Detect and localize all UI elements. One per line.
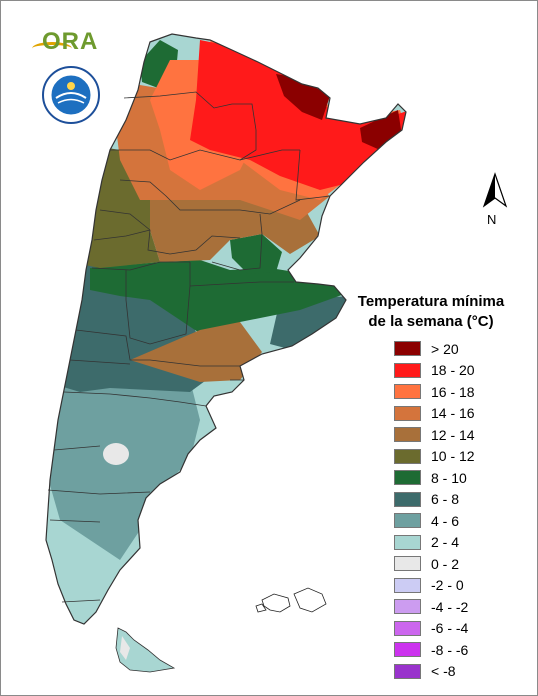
legend-label: 2 - 4 [431, 534, 460, 551]
legend-title-line2: de la semana (°C) [368, 313, 494, 330]
legend-row: < -8 [394, 661, 526, 683]
legend-swatch [394, 663, 421, 679]
north-label: N [487, 212, 497, 227]
legend-row: 0 - 2 [394, 553, 526, 575]
legend-row: 16 - 18 [394, 381, 526, 403]
legend-row: 6 - 8 [394, 489, 526, 511]
legend-title-line1: Temperatura mínima [357, 293, 505, 310]
legend-label: < -8 [431, 663, 456, 680]
legend-label: 14 - 16 [431, 405, 475, 422]
legend-label: 8 - 10 [431, 469, 467, 486]
legend-label: > 20 [431, 340, 459, 357]
legend-row: -8 - -6 [394, 639, 526, 661]
ora-logo-text: ORA [42, 28, 99, 55]
legend-swatch [394, 362, 421, 378]
legend-swatch [394, 427, 421, 443]
tierra-del-fuego [115, 627, 176, 673]
legend-label: 4 - 6 [431, 512, 460, 529]
legend-swatch [394, 577, 421, 593]
legend-swatch [394, 513, 421, 529]
north-arrow-icon [482, 172, 508, 208]
legend-label: -8 - -6 [431, 641, 469, 658]
legend-label: -6 - -4 [431, 620, 469, 637]
ora-swoosh-icon [32, 42, 72, 55]
malvinas-islands [255, 587, 327, 613]
legend: Temperatura mínima de la semana (°C) > 2… [336, 292, 526, 682]
legend-label: 6 - 8 [431, 491, 460, 508]
legend-row: 8 - 10 [394, 467, 526, 489]
legend-swatch [394, 491, 421, 507]
legend-row: 4 - 6 [394, 510, 526, 532]
legend-row: 10 - 12 [394, 446, 526, 468]
legend-items: > 20 18 - 20 16 - 18 14 - 16 12 - 14 10 - 12 8… [394, 338, 526, 682]
legend-label: 12 - 14 [431, 426, 475, 443]
province-borders [45, 33, 407, 625]
legend-swatch [394, 448, 421, 464]
legend-swatch [394, 384, 421, 400]
legend-swatch [394, 405, 421, 421]
legend-row: 14 - 16 [394, 403, 526, 425]
legend-label: 0 - 2 [431, 555, 460, 572]
legend-label: 16 - 18 [431, 383, 475, 400]
legend-label: 18 - 20 [431, 362, 475, 379]
legend-row: -4 - -2 [394, 596, 526, 618]
legend-row: > 20 [394, 338, 526, 360]
legend-label: 10 - 12 [431, 448, 475, 465]
legend-row: 2 - 4 [394, 532, 526, 554]
legend-title: Temperatura mínima de la semana (°C) [336, 292, 526, 332]
legend-label: -4 - -2 [431, 598, 469, 615]
legend-swatch [394, 470, 421, 486]
legend-swatch [394, 556, 421, 572]
legend-swatch [394, 341, 421, 357]
legend-swatch [394, 642, 421, 658]
ora-logo: ORA [32, 28, 104, 58]
legend-swatch [394, 620, 421, 636]
legend-label: -2 - 0 [431, 577, 464, 594]
legend-row: 18 - 20 [394, 360, 526, 382]
smn-seal-icon [42, 66, 100, 124]
legend-swatch [394, 599, 421, 615]
legend-row: -2 - 0 [394, 575, 526, 597]
legend-row: -6 - -4 [394, 618, 526, 640]
legend-row: 12 - 14 [394, 424, 526, 446]
legend-swatch [394, 534, 421, 550]
